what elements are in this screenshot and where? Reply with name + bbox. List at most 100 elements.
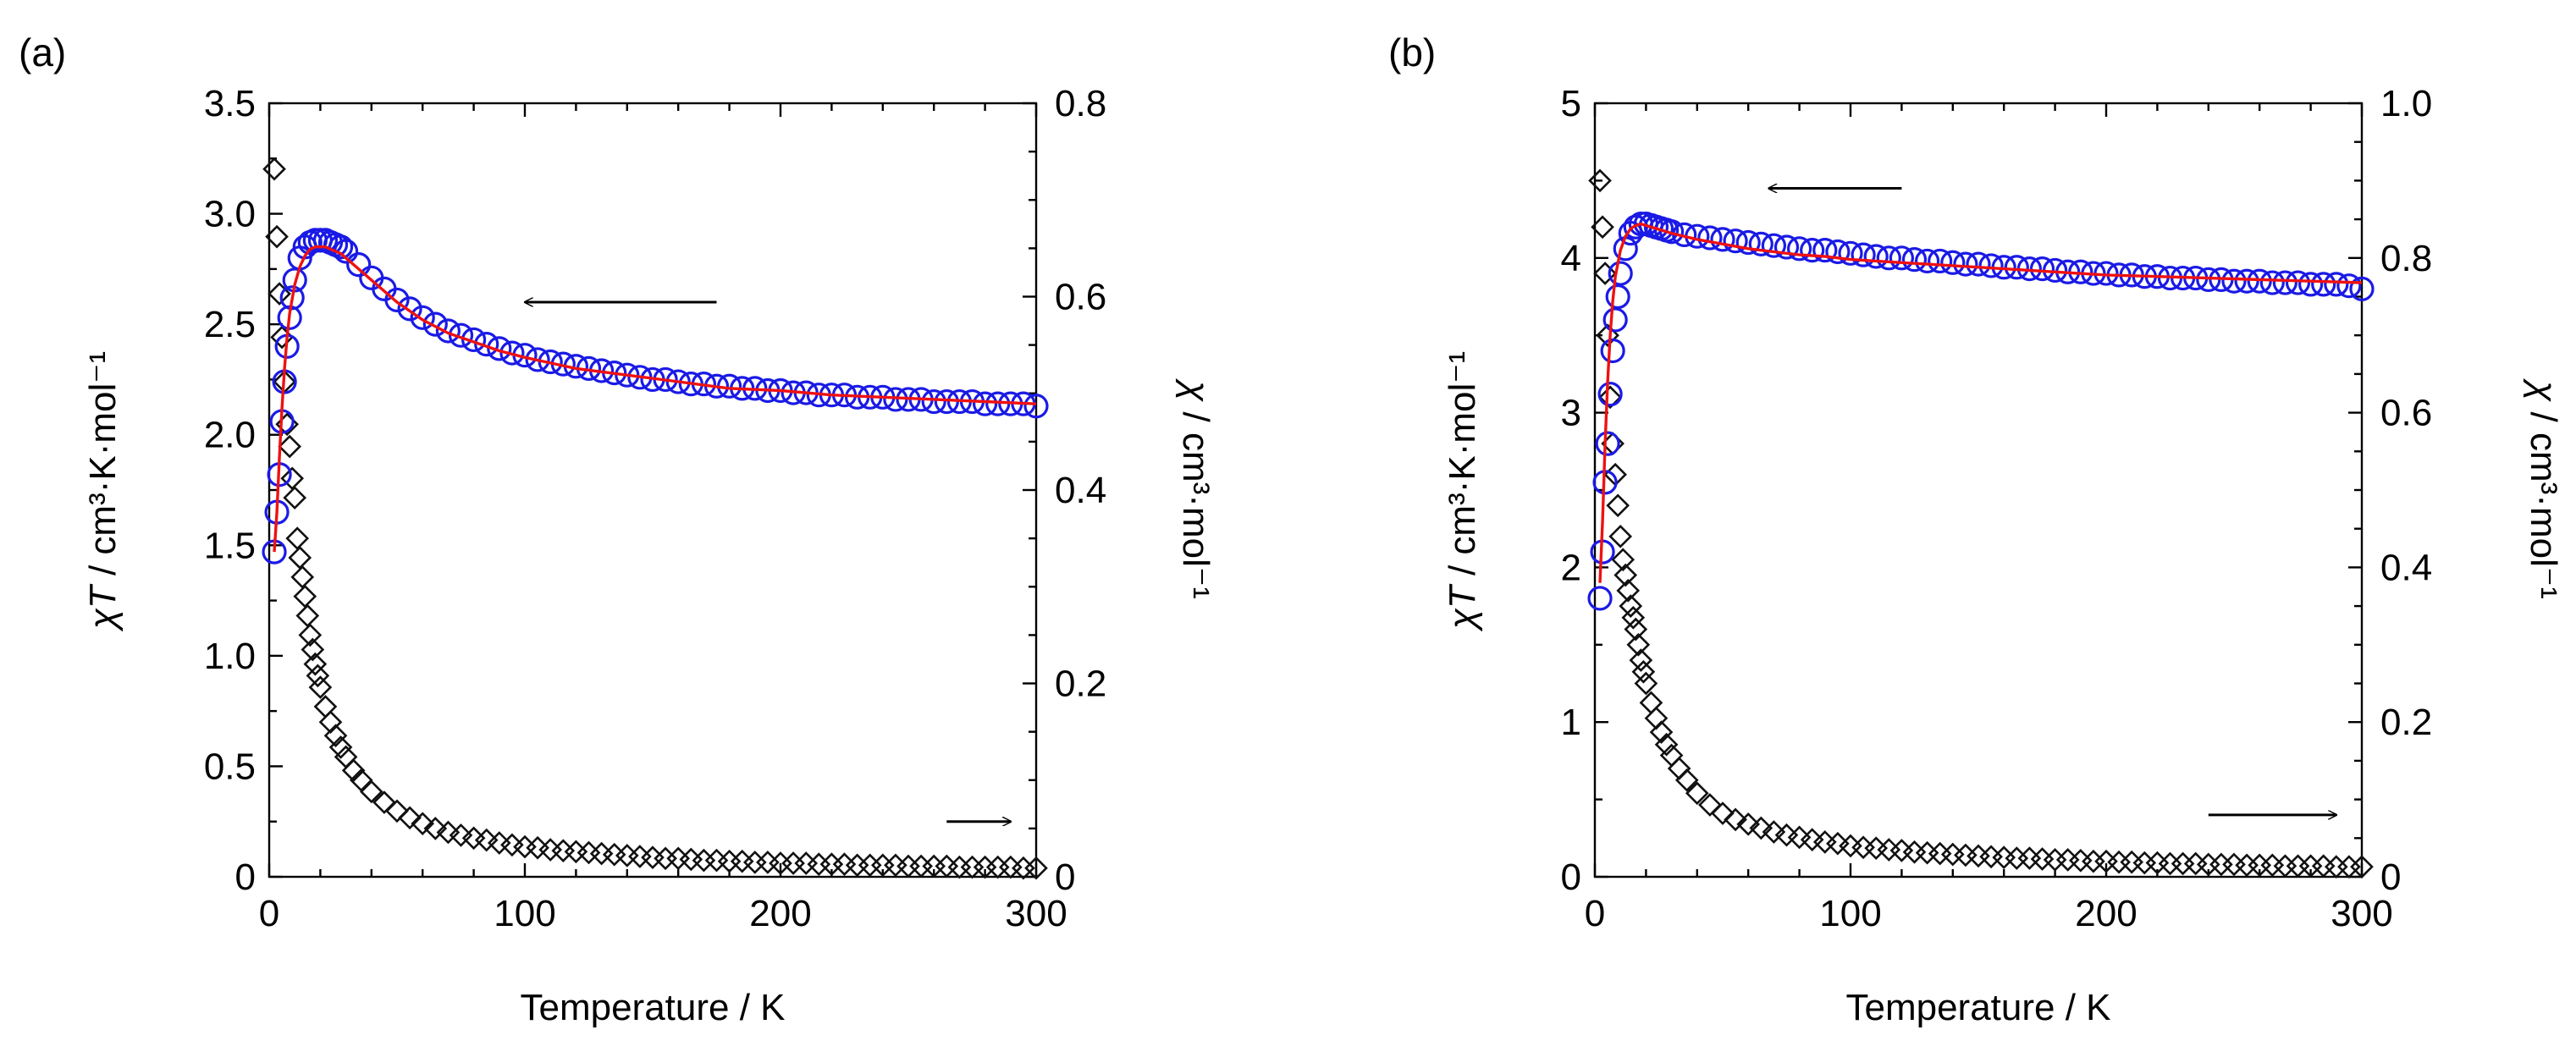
chiT-point (2259, 270, 2285, 295)
chiT-point (1953, 251, 1978, 277)
chi-point (1674, 768, 1699, 792)
chiT-point (487, 336, 512, 361)
chi-point (985, 855, 1010, 879)
x-axis-label: Temperature / K (1845, 987, 2110, 1028)
chi-point (1024, 856, 1048, 880)
chi-point (1979, 845, 2003, 869)
y-ticks-right: 0 0.2 0.4 0.6 0.8 (1023, 83, 1106, 898)
chiT-point (499, 340, 525, 366)
chi-point (2030, 847, 2055, 871)
chiT-point (422, 311, 448, 337)
chi-point (2337, 855, 2361, 878)
chi-point (2158, 851, 2182, 876)
y-left-tick-label: 1.0 (204, 636, 256, 677)
chi-point (2183, 851, 2208, 876)
y-left-tick-label: 3.0 (204, 194, 256, 235)
chi-point (1608, 525, 1633, 548)
y-left-tick-label: 3.5 (204, 83, 256, 124)
chi-point (896, 854, 920, 878)
y-left-tick-label: 2.5 (204, 304, 256, 345)
chi-point (341, 758, 366, 783)
chiT-point (2221, 268, 2247, 294)
chi-point (262, 157, 286, 181)
chi-point (692, 848, 716, 873)
chi-point (654, 846, 677, 871)
chi-point (2311, 854, 2336, 878)
chiT-point (2311, 272, 2336, 297)
x-tick-label: 300 (1005, 893, 1067, 934)
x-axis-label: Temperature / K (520, 987, 785, 1028)
chiT-point (1605, 284, 1630, 310)
chi-point (807, 852, 831, 876)
chiT-point (2285, 270, 2311, 295)
chi-point (704, 848, 729, 873)
chiT-point (2234, 268, 2259, 294)
chi-point (295, 603, 320, 628)
chi-point (1591, 215, 1614, 240)
chi-point (1619, 594, 1643, 618)
chi-point (2055, 848, 2080, 872)
y-right-tick-label: 1.0 (2380, 83, 2432, 124)
chi-point (449, 823, 473, 847)
chi-series (262, 157, 1048, 880)
chi-point (1588, 168, 1612, 193)
chi-point (1774, 823, 1799, 847)
y-right-tick-label: 0.2 (2380, 702, 2432, 743)
chiT-point (1825, 239, 1851, 265)
chi-point (998, 855, 1023, 879)
chi-point (283, 486, 307, 509)
chiT-point (921, 388, 946, 415)
chiT-point (525, 347, 550, 372)
chi-point (2350, 855, 2374, 878)
chi-point (1654, 732, 1679, 757)
chi-point (2235, 853, 2259, 878)
chiT-point (1901, 247, 1928, 273)
chi-point (318, 710, 343, 735)
y-left-tick-label: 2.0 (204, 415, 256, 456)
chi-point (641, 845, 665, 869)
x-tick-label: 100 (494, 893, 555, 934)
chi-point (845, 853, 869, 878)
chiT-point (1928, 248, 1953, 274)
chi-series (1588, 168, 2374, 878)
chiT-point (1940, 250, 1966, 275)
chi-point (1598, 385, 1622, 410)
y-axis-label-left: χT / cm³·K·mol⁻¹ (1442, 351, 1483, 632)
chiT-point (1812, 238, 1838, 263)
chiT-point (1595, 431, 1620, 456)
y-right-tick-label: 0.4 (2380, 547, 2432, 588)
y-right-tick-label: 0.2 (1055, 664, 1106, 705)
chiT-point (2324, 272, 2349, 297)
chi-point (1616, 578, 1641, 603)
chiT-point (2272, 270, 2297, 295)
chiT-point (1600, 338, 1625, 364)
chi-point (679, 847, 703, 872)
chiT-point (972, 391, 998, 416)
chi-point (589, 841, 614, 866)
chiT-point (384, 287, 410, 313)
chi-point (628, 845, 652, 868)
chiT-point (1863, 244, 1889, 269)
y-left-tick-label: 0 (1561, 856, 1581, 898)
chi-point (285, 526, 310, 550)
y-left-tick-label: 5 (1561, 83, 1581, 124)
chi-point (1621, 605, 1646, 630)
x-ticks: 0 100 200 300 (1585, 103, 2393, 934)
chiT-point (474, 332, 499, 357)
chiT-point (2349, 276, 2375, 301)
x-tick-label: 100 (1819, 893, 1881, 934)
chiT-point (1915, 248, 1940, 274)
chi-point (935, 854, 959, 878)
chiT-point (1876, 245, 1901, 271)
y-left-tick-label: 4 (1561, 238, 1581, 279)
chi-point (832, 852, 857, 876)
chiT-point (1697, 225, 1723, 251)
chiT-point (346, 252, 372, 278)
chi-point (1626, 632, 1651, 657)
chi-point (359, 779, 383, 804)
chiT-point (1748, 231, 1773, 256)
chiT-point (1723, 229, 1748, 254)
chi-point (298, 623, 323, 647)
fit-line (1598, 222, 2363, 583)
y-left-tick-label: 2 (1561, 547, 1581, 588)
